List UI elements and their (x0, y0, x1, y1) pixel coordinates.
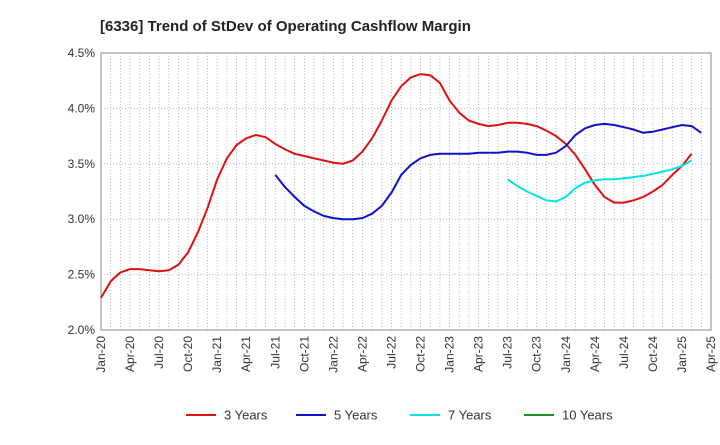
y-tick-label: 3.0% (68, 212, 96, 226)
grid (101, 53, 711, 330)
x-tick-label: Jan-21 (210, 336, 224, 373)
series-line-3-years (100, 73, 693, 299)
chart-title: [6336] Trend of StDev of Operating Cashf… (100, 18, 471, 35)
x-tick-label: Oct-21 (297, 336, 311, 372)
x-tick-label: Jan-20 (94, 336, 108, 373)
x-tick-label: Jul-20 (152, 336, 166, 369)
legend-label: 10 Years (562, 408, 613, 423)
y-tick-label: 3.5% (68, 157, 96, 171)
x-tick-label: Apr-22 (355, 336, 369, 372)
y-tick-label: 2.0% (68, 323, 96, 337)
y-tick-label: 2.5% (68, 268, 96, 282)
plot-area (100, 52, 712, 331)
x-tick-label: Apr-21 (239, 336, 253, 372)
series-line-5-years (274, 122, 702, 221)
x-axis: Jan-20 Apr-20 Jul-20 Oct-20 Jan-21 Apr-21 Jul-… (94, 336, 718, 373)
legend: 3 Years 5 Years 7 Years 10 Years (186, 408, 613, 423)
x-tick-label: Apr-20 (123, 336, 137, 372)
legend-label: 3 Years (224, 408, 268, 423)
x-tick-label: Jan-24 (559, 336, 573, 373)
x-tick-label: Jul-23 (501, 336, 515, 369)
x-tick-label: Apr-25 (704, 336, 718, 372)
series-line-7-years (507, 159, 693, 203)
legend-label: 7 Years (448, 408, 492, 423)
x-tick-label: Oct-20 (181, 336, 195, 372)
x-tick-label: Jul-24 (617, 336, 631, 369)
x-tick-label: Jan-23 (443, 336, 457, 373)
x-tick-label: Oct-23 (530, 336, 544, 372)
y-tick-label: 4.0% (68, 101, 96, 115)
y-tick-label: 4.5% (68, 46, 96, 60)
x-tick-label: Apr-24 (588, 336, 602, 372)
x-tick-label: Oct-24 (646, 336, 660, 372)
x-tick-label: Apr-23 (472, 336, 486, 372)
x-tick-label: Jul-21 (268, 336, 282, 369)
x-tick-label: Jan-25 (675, 336, 689, 373)
y-axis: 2.0% 2.5% 3.0% 3.5% 4.0% 4.5% (68, 46, 96, 337)
x-tick-label: Jan-22 (326, 336, 340, 373)
series-lines (100, 73, 702, 299)
legend-label: 5 Years (334, 408, 378, 423)
x-tick-label: Jul-22 (384, 336, 398, 369)
x-tick-label: Oct-22 (414, 336, 428, 372)
